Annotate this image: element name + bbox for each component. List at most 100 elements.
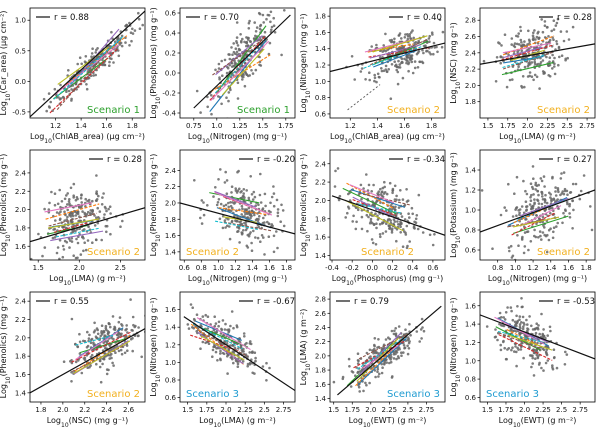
group-line: [511, 212, 556, 236]
data-point: [356, 371, 360, 375]
data-point: [137, 17, 141, 21]
data-point: [555, 42, 559, 46]
data-point: [87, 337, 91, 340]
data-point: [137, 326, 140, 329]
data-point: [559, 30, 563, 33]
data-point: [59, 97, 63, 100]
data-point: [226, 372, 229, 375]
data-point: [571, 227, 574, 230]
x-tick-label: 1.6: [563, 264, 575, 272]
data-point: [68, 239, 72, 242]
data-point: [225, 96, 228, 99]
data-point: [253, 37, 256, 40]
data-point: [428, 233, 432, 237]
data-point: [535, 222, 538, 225]
data-point: [217, 198, 221, 201]
group-line: [503, 55, 544, 64]
data-point: [251, 198, 255, 201]
data-point: [513, 320, 517, 324]
data-point: [388, 356, 392, 360]
fit-line: [480, 189, 595, 233]
r-value-label: r = -0.20: [257, 155, 295, 165]
x-axis-label: Log10(EWT) (g m⁻²): [349, 416, 427, 429]
data-point: [250, 241, 253, 245]
data-point: [352, 214, 355, 218]
group-line: [502, 46, 543, 59]
data-point: [247, 196, 251, 200]
data-point: [377, 345, 381, 349]
data-point: [100, 203, 104, 206]
data-point: [282, 224, 286, 228]
data-point: [407, 212, 410, 215]
data-point: [189, 303, 193, 306]
x-tick-label: 1.4: [76, 122, 88, 130]
data-point: [227, 348, 231, 351]
data-point: [272, 24, 276, 28]
data-point: [65, 218, 69, 221]
data-point: [276, 214, 280, 218]
data-point: [555, 40, 558, 43]
data-point: [42, 97, 46, 101]
data-point: [428, 34, 432, 38]
data-point: [560, 54, 564, 57]
data-point: [213, 315, 216, 319]
data-point: [227, 53, 230, 56]
data-point: [406, 59, 409, 62]
data-point: [86, 210, 90, 214]
data-point: [515, 206, 518, 210]
data-point: [557, 207, 560, 210]
data-point: [72, 182, 76, 186]
data-point: [565, 30, 569, 33]
data-point: [516, 234, 519, 237]
data-point: [236, 189, 240, 192]
data-point: [394, 333, 398, 336]
data-points: [485, 297, 569, 377]
x-tick-label: 1.75: [344, 406, 360, 414]
data-point: [268, 366, 271, 370]
data-point: [244, 223, 248, 227]
data-point: [254, 359, 257, 363]
data-point: [536, 198, 539, 202]
data-point: [241, 360, 245, 363]
data-point: [438, 18, 442, 22]
data-point: [255, 26, 259, 29]
data-point: [204, 313, 207, 317]
data-point: [519, 38, 523, 42]
data-point: [515, 214, 518, 217]
data-point: [541, 347, 545, 351]
group-lines: [44, 202, 104, 242]
x-tick-label: 1.75: [498, 406, 514, 414]
data-point: [78, 205, 81, 209]
data-point: [396, 212, 399, 215]
group-line: [75, 334, 115, 346]
data-point: [275, 230, 278, 233]
data-point: [571, 25, 575, 29]
x-tick-label: 1.75: [199, 406, 215, 414]
data-point: [526, 75, 530, 78]
data-point: [541, 215, 545, 219]
data-point: [538, 36, 541, 40]
x-tick-label: 1.4: [545, 264, 557, 272]
data-point: [240, 204, 244, 208]
scenario-label: Scenario 2: [387, 105, 440, 116]
data-point: [105, 328, 108, 332]
data-point: [377, 375, 380, 378]
data-point: [378, 372, 381, 376]
data-point: [105, 372, 109, 376]
data-point: [551, 367, 555, 371]
data-point: [390, 231, 394, 234]
data-point: [59, 210, 62, 213]
data-point: [377, 338, 380, 341]
group-line: [57, 46, 109, 85]
data-point: [407, 341, 411, 345]
data-point: [240, 41, 243, 44]
data-point: [493, 335, 497, 339]
x-tick-label: 1.2: [528, 264, 539, 272]
data-point: [388, 218, 391, 221]
y-tick-label: 2.2: [165, 183, 176, 191]
data-point: [546, 334, 549, 337]
data-point: [400, 351, 403, 355]
data-point: [554, 186, 557, 189]
scenario-label: Scenario 2: [361, 247, 414, 258]
